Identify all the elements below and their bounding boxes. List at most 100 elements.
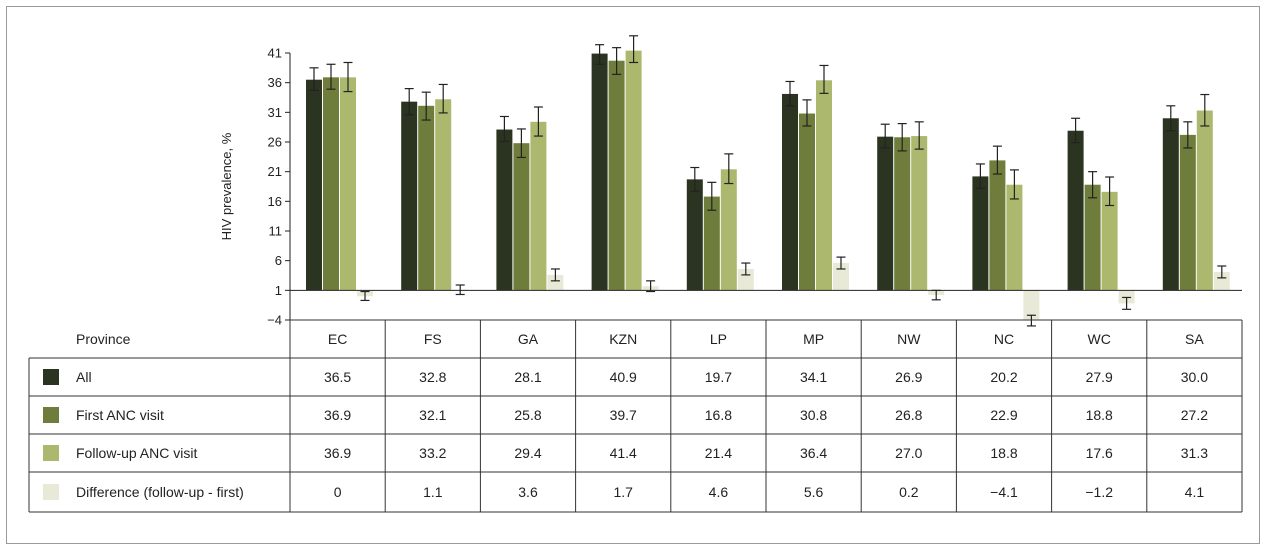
y-tick-label-0: 41 bbox=[268, 46, 282, 61]
bar-wc-s0 bbox=[1067, 130, 1084, 291]
table-cell-ga-s3: 3.6 bbox=[518, 484, 538, 500]
y-axis-title: HIV prevalence, % bbox=[219, 132, 234, 240]
table-cell-kzn-s3: 1.7 bbox=[613, 484, 633, 500]
legend-label-s3: Difference (follow-up - first) bbox=[76, 484, 244, 500]
table-cell-kzn-s0: 40.9 bbox=[610, 369, 637, 385]
bar-kzn-s1 bbox=[608, 60, 625, 291]
table-cell-ec-s3: 0 bbox=[334, 484, 342, 500]
bar-ec-s1 bbox=[323, 77, 339, 291]
table-header-mp: MP bbox=[803, 331, 824, 347]
table-cell-fs-s2: 33.2 bbox=[419, 445, 446, 461]
bar-sa-s2 bbox=[1196, 110, 1213, 291]
bar-ec-s2 bbox=[340, 77, 356, 291]
y-tick-label-2: 31 bbox=[268, 105, 282, 120]
bar-fs-s0 bbox=[401, 101, 418, 291]
table-header-nw: NW bbox=[897, 331, 921, 347]
bar-mp-s2 bbox=[816, 80, 832, 291]
table-cell-mp-s2: 36.4 bbox=[800, 445, 827, 461]
bar-fs-s2 bbox=[435, 99, 452, 291]
y-tick-label-3: 26 bbox=[268, 135, 282, 150]
bar-ga-s2 bbox=[530, 121, 547, 291]
table-header-sa: SA bbox=[1185, 331, 1204, 347]
table-cell-lp-s2: 21.4 bbox=[705, 445, 732, 461]
bar-ga-s3 bbox=[547, 274, 564, 291]
bar-sa-s0 bbox=[1162, 118, 1179, 291]
table-cell-nw-s1: 26.8 bbox=[895, 407, 922, 423]
bar-sa-s3 bbox=[1213, 271, 1230, 291]
chart-frame bbox=[6, 6, 1260, 544]
table-cell-kzn-s2: 41.4 bbox=[610, 445, 637, 461]
legend-label-s2: Follow-up ANC visit bbox=[76, 445, 197, 461]
legend-swatch-s0 bbox=[43, 369, 59, 385]
table-header-ec: EC bbox=[328, 331, 347, 347]
bar-mp-s1 bbox=[799, 113, 815, 291]
table-header-fs: FS bbox=[424, 331, 442, 347]
bar-ga-s0 bbox=[496, 129, 513, 291]
table-header-wc: WC bbox=[1088, 331, 1111, 347]
table-cell-nc-s3: −4.1 bbox=[990, 484, 1018, 500]
bar-kzn-s2 bbox=[625, 50, 642, 291]
table-cell-fs-s1: 32.1 bbox=[419, 407, 446, 423]
bar-sa-s1 bbox=[1179, 134, 1196, 291]
table-cell-ga-s1: 25.8 bbox=[514, 407, 541, 423]
y-tick-label-8: 1 bbox=[275, 283, 282, 298]
bar-nw-s0 bbox=[877, 136, 894, 291]
table-cell-nc-s1: 22.9 bbox=[990, 407, 1017, 423]
table-cell-wc-s2: 17.6 bbox=[1086, 445, 1113, 461]
table-cell-ec-s0: 36.5 bbox=[324, 369, 351, 385]
table-cell-ec-s1: 36.9 bbox=[324, 407, 351, 423]
table-cell-nc-s2: 18.8 bbox=[990, 445, 1017, 461]
table-row-header-province: Province bbox=[76, 331, 131, 347]
table-cell-sa-s1: 27.2 bbox=[1181, 407, 1208, 423]
table-cell-nw-s3: 0.2 bbox=[899, 484, 919, 500]
bar-wc-s1 bbox=[1084, 184, 1101, 291]
bar-nc-s1 bbox=[989, 160, 1006, 291]
bar-lp-s2 bbox=[720, 169, 737, 291]
y-tick-label-5: 16 bbox=[268, 194, 282, 209]
bar-ga-s1 bbox=[513, 143, 530, 291]
legend-swatch-s2 bbox=[43, 445, 59, 461]
y-tick-label-9: −4 bbox=[267, 313, 282, 328]
table-cell-nw-s0: 26.9 bbox=[895, 369, 922, 385]
bar-kzn-s0 bbox=[591, 53, 608, 291]
table-cell-kzn-s1: 39.7 bbox=[610, 407, 637, 423]
bar-lp-s0 bbox=[686, 179, 703, 291]
bar-nc-s0 bbox=[972, 176, 989, 291]
bar-nw-s2 bbox=[911, 136, 928, 291]
bar-mp-s0 bbox=[782, 93, 798, 291]
table-header-lp: LP bbox=[710, 331, 727, 347]
table-cell-wc-s0: 27.9 bbox=[1086, 369, 1113, 385]
bar-mp-s3 bbox=[833, 263, 849, 291]
y-tick-label-4: 21 bbox=[268, 164, 282, 179]
table-header-nc: NC bbox=[994, 331, 1014, 347]
y-tick-label-7: 6 bbox=[275, 253, 282, 268]
table-cell-nc-s0: 20.2 bbox=[990, 369, 1017, 385]
table-header-ga: GA bbox=[518, 331, 539, 347]
legend-swatch-s1 bbox=[43, 407, 59, 423]
table-header-kzn: KZN bbox=[609, 331, 637, 347]
table-cell-nw-s2: 27.0 bbox=[895, 445, 922, 461]
table-cell-ga-s2: 29.4 bbox=[514, 445, 541, 461]
legend-label-s0: All bbox=[76, 369, 92, 385]
table-cell-wc-s3: −1.2 bbox=[1085, 484, 1113, 500]
bar-nc-s2 bbox=[1006, 184, 1023, 291]
legend-label-s1: First ANC visit bbox=[76, 407, 164, 423]
bar-wc-s2 bbox=[1101, 191, 1118, 291]
table-cell-fs-s3: 1.1 bbox=[423, 484, 443, 500]
bar-ec-s0 bbox=[306, 79, 322, 291]
y-tick-label-6: 11 bbox=[269, 224, 283, 239]
bar-fs-s1 bbox=[418, 105, 435, 291]
table-cell-lp-s0: 19.7 bbox=[705, 369, 732, 385]
table-cell-mp-s0: 34.1 bbox=[800, 369, 827, 385]
legend-swatch-s3 bbox=[43, 484, 59, 500]
table-cell-mp-s1: 30.8 bbox=[800, 407, 827, 423]
table-cell-fs-s0: 32.8 bbox=[419, 369, 446, 385]
table-cell-ga-s0: 28.1 bbox=[514, 369, 541, 385]
bar-nw-s1 bbox=[894, 137, 911, 291]
table-cell-mp-s3: 5.6 bbox=[804, 484, 824, 500]
table-cell-sa-s0: 30.0 bbox=[1181, 369, 1208, 385]
bar-nc-s3 bbox=[1023, 290, 1040, 321]
table-cell-lp-s1: 16.8 bbox=[705, 407, 732, 423]
table-cell-ec-s2: 36.9 bbox=[324, 445, 351, 461]
